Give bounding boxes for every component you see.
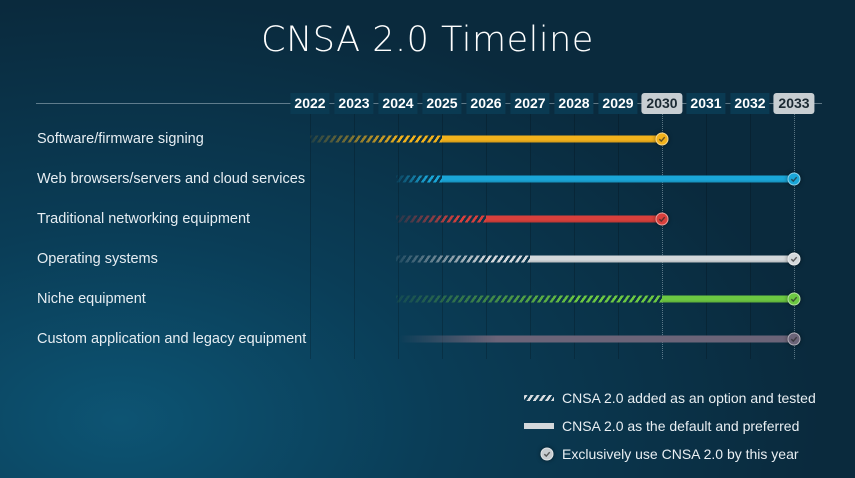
option-bar-hatched [310,135,442,143]
row-label: Niche equipment [37,291,146,307]
legend-label: Exclusively use CNSA 2.0 by this year [562,446,799,462]
exclusive-check-icon [787,172,801,186]
legend-label: CNSA 2.0 added as an option and tested [562,390,816,406]
grid-line-2032 [750,114,751,359]
exclusive-check-icon [787,332,801,346]
row-label: Custom application and legacy equipment [37,331,307,347]
grid-line-2022 [310,114,311,359]
grid-line-2026 [486,114,487,359]
row-label: Web browsers/servers and cloud services [37,171,306,187]
grid-line-2025 [442,114,443,359]
grid-line-2024 [398,114,399,359]
year-tick-label: 2031 [686,93,726,114]
default-bar-solid [442,175,794,183]
grid-line-2023 [354,114,355,359]
exclusive-check-icon [787,252,801,266]
grid-line-2031 [706,114,707,359]
year-tick-label: 2029 [598,93,638,114]
default-bar-solid [662,295,794,303]
year-tick-label: 2026 [466,93,506,114]
year-tick-label: 2022 [290,93,330,114]
option-bar-hatched [396,255,530,263]
year-tick-label: 2025 [422,93,462,114]
option-bar-hatched [396,215,486,223]
default-bar-solid [486,215,662,223]
year-tick-label: 2024 [378,93,418,114]
grid-line-2030 [662,114,664,359]
exclusive-check-icon [655,212,669,226]
year-tick-label: 2028 [554,93,594,114]
default-bar-solid [442,135,662,143]
chart-title: CNSA 2.0 Timeline [261,20,594,60]
year-tick-label: 2032 [730,93,770,114]
legend-solid-swatch [524,423,554,429]
year-tick-label: 2023 [334,93,374,114]
legend-check-icon [540,447,554,461]
year-tick-label: 2030 [641,93,683,114]
grid-line-2033 [794,114,796,359]
option-bar-hatched [396,295,662,303]
exclusive-check-icon [787,292,801,306]
default-bar-solid [530,255,794,263]
year-tick-label: 2027 [510,93,550,114]
row-label: Operating systems [37,251,158,267]
grid-line-2027 [530,114,531,359]
grid-line-2029 [618,114,619,359]
default-bar-solid [398,335,794,343]
option-bar-hatched [396,175,442,183]
legend-hatched-swatch [524,395,554,401]
grid-line-2028 [574,114,575,359]
row-label: Traditional networking equipment [37,211,251,227]
exclusive-check-icon [655,132,669,146]
year-tick-label: 2033 [773,93,815,114]
legend-label: CNSA 2.0 as the default and preferred [562,418,800,434]
row-label: Software/firmware signing [37,131,204,147]
